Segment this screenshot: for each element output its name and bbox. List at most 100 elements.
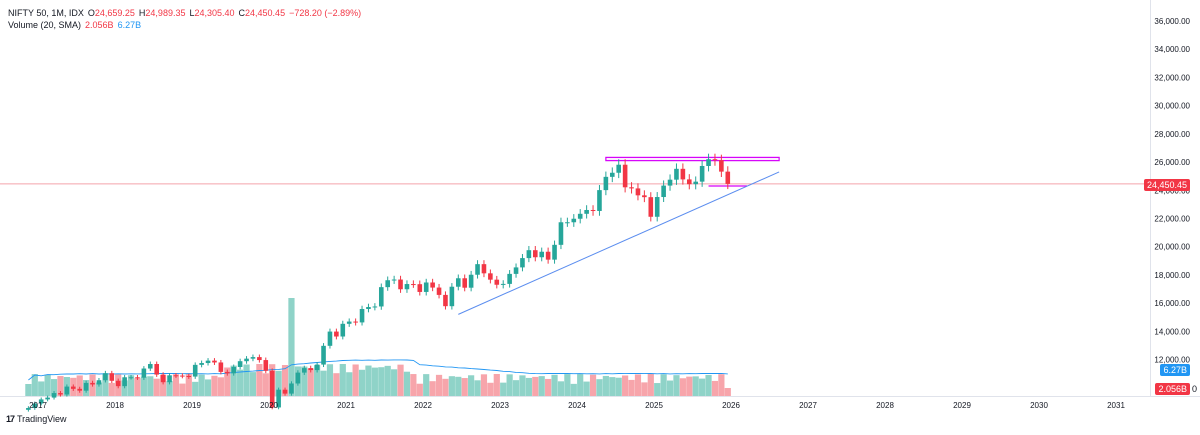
y-tick-label: 34,000.00 <box>1154 45 1190 54</box>
volume-bar <box>25 384 32 396</box>
volume-bar <box>76 375 83 396</box>
candle-body <box>398 279 403 290</box>
candle-body <box>244 358 249 362</box>
candle-body <box>192 364 198 377</box>
volume-bar <box>102 374 109 396</box>
volume-bar <box>679 378 686 396</box>
volume-bar <box>705 374 712 396</box>
candle-body <box>706 159 711 166</box>
volume-bar <box>160 374 167 396</box>
volume-bar <box>365 365 372 396</box>
volume-bar <box>609 377 616 396</box>
x-tick-label: 2031 <box>1107 401 1125 410</box>
volume-bar <box>480 374 488 396</box>
candle-body <box>64 386 70 395</box>
candle-body <box>90 382 95 385</box>
volume-bar <box>314 365 321 396</box>
volume-bar <box>127 375 135 396</box>
candle-body <box>674 168 679 180</box>
candle-body <box>359 309 365 323</box>
x-tick-label: 2023 <box>491 401 509 410</box>
volume-bar <box>423 374 430 396</box>
candle-body <box>250 357 256 359</box>
tradingview-footer[interactable]: 17 TradingView <box>6 414 67 424</box>
volume-zero-label: 0 <box>1191 384 1197 394</box>
candle-body <box>443 294 448 307</box>
candle-body <box>282 389 288 394</box>
candle-body <box>455 278 461 287</box>
candle-body <box>372 306 378 308</box>
candle-body <box>520 258 525 268</box>
volume-bar <box>711 380 719 396</box>
volume-bar <box>307 368 314 396</box>
candle-body <box>719 160 724 172</box>
candle-body <box>321 345 326 365</box>
candle-body <box>378 287 384 307</box>
volume-bar <box>724 388 731 396</box>
candle-body <box>590 209 596 211</box>
x-tick-label: 2030 <box>1030 401 1048 410</box>
candle-body <box>385 280 391 288</box>
volume-bar <box>198 374 205 396</box>
candle-body <box>526 250 532 259</box>
volume-bar <box>403 371 411 396</box>
volume-bar <box>31 374 38 396</box>
volume-bar <box>243 364 250 396</box>
volume-bar <box>602 375 609 396</box>
candle-body <box>468 274 474 288</box>
volume-bar <box>622 375 629 396</box>
candle-body <box>334 331 339 337</box>
volume-bar <box>217 377 224 396</box>
volume-bar <box>288 298 295 396</box>
volume-bar <box>628 379 635 396</box>
low-label: L <box>189 8 195 18</box>
symbol-label[interactable]: NIFTY 50, 1M, IDX <box>8 8 84 18</box>
volume-indicator-label[interactable]: Volume (20, SMA) <box>8 20 82 30</box>
candle-body <box>160 374 166 383</box>
candle-body <box>411 284 416 286</box>
volume-bar <box>468 375 475 396</box>
candle-body <box>712 159 718 161</box>
candle-body <box>603 176 609 191</box>
annotation-layer <box>0 156 1150 315</box>
volume-bar <box>391 369 398 396</box>
volume-value: 2.056B <box>85 20 114 30</box>
candle-body <box>584 209 589 214</box>
candle-body <box>404 284 410 290</box>
candle-body <box>257 357 262 361</box>
candle-body <box>500 283 506 285</box>
candle-body <box>51 393 57 398</box>
x-tick-label: 2020 <box>260 401 278 410</box>
x-tick-label: 2017 <box>29 401 47 410</box>
volume-bar <box>108 382 115 396</box>
y-tick-label: 30,000.00 <box>1154 102 1190 111</box>
volume-bar <box>429 381 436 396</box>
candle-body <box>83 382 89 391</box>
volume-bar <box>384 365 391 396</box>
volume-bar <box>333 373 340 396</box>
volume-bar <box>339 364 346 396</box>
candle-body <box>680 168 686 180</box>
candle-body <box>430 282 435 288</box>
candle-body <box>173 375 179 377</box>
low-value: 24,305.40 <box>194 8 235 18</box>
high-value: 24,989.35 <box>145 8 186 18</box>
candle-body <box>571 218 577 223</box>
x-tick-label: 2027 <box>799 401 817 410</box>
volume-bar <box>95 382 103 396</box>
volume-bar <box>666 380 674 396</box>
candle-body <box>289 383 294 394</box>
volume-bar <box>416 383 423 396</box>
candle-body <box>545 251 551 260</box>
volume-legend-row: Volume (20, SMA) 2.056B 6.27B <box>8 19 361 31</box>
candle-body <box>128 377 134 379</box>
candle-body <box>154 364 160 375</box>
candle-body <box>622 164 628 188</box>
y-tick-label: 26,000.00 <box>1154 158 1190 167</box>
volume-bar <box>352 364 359 396</box>
x-tick-label: 2028 <box>876 401 894 410</box>
candle-body <box>417 284 423 292</box>
y-tick-label: 16,000.00 <box>1154 299 1190 308</box>
